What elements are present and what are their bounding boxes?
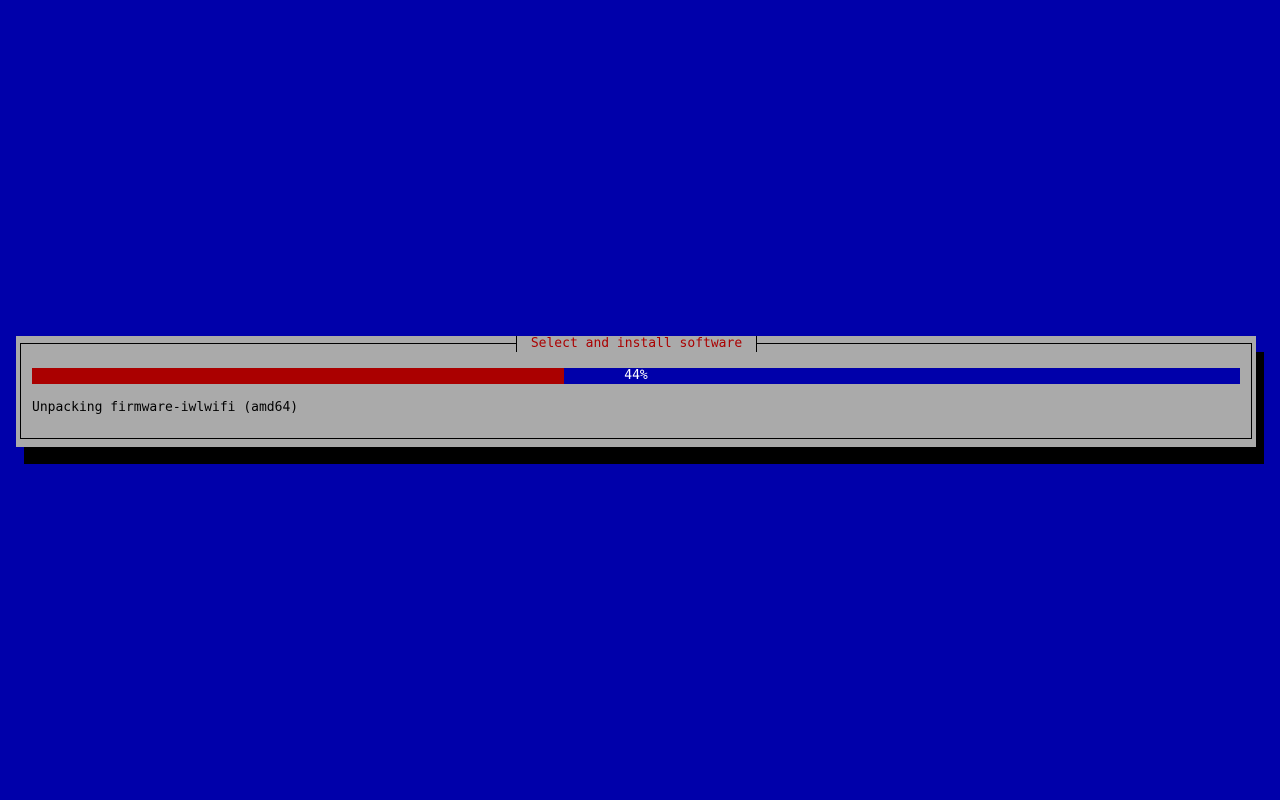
status-text: Unpacking firmware-iwlwifi (amd64) bbox=[32, 400, 299, 415]
install-progress-dialog: Select and install software 44% Unpackin… bbox=[16, 336, 1256, 447]
progress-bar: 44% bbox=[32, 368, 1240, 384]
progress-percent-label: 44% bbox=[624, 368, 648, 383]
progress-bar-fill bbox=[32, 368, 564, 384]
dialog-title: Select and install software bbox=[516, 336, 757, 352]
dialog-frame bbox=[20, 343, 1252, 439]
